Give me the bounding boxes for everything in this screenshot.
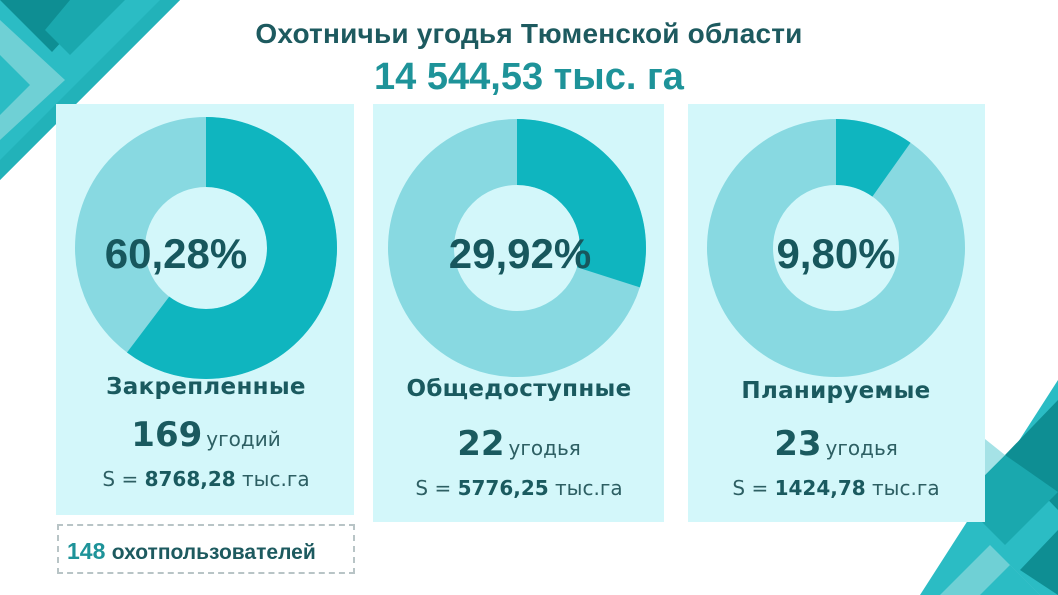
area-value: 1424,78 — [774, 476, 866, 500]
card-planned: 9,80% Планируемые 23 угодья S = 1424,78 т… — [688, 104, 985, 522]
area-unit: тыс.га — [555, 476, 623, 500]
card-assigned: 60,28% Закрепленные 169 угодий S = 8768,2… — [56, 104, 354, 515]
count-value: 23 — [774, 424, 822, 464]
decorative-corner-top-left — [0, 0, 180, 180]
area-value: 8768,28 — [144, 467, 236, 491]
donut-chart-assigned — [75, 117, 337, 379]
count-value: 22 — [457, 424, 505, 464]
percent-label: 29,92% — [448, 230, 592, 277]
count-value: 169 — [131, 415, 203, 455]
area-line: S = 8768,28 тыс.га — [56, 467, 356, 491]
percent-label: 60,28% — [104, 230, 248, 277]
total-area: 14 544,53 тыс. га — [374, 56, 684, 98]
area-unit: тыс.га — [872, 476, 940, 500]
count-unit: угодий — [206, 427, 281, 451]
page-title: Охотничьи угодья Тюменской области — [255, 18, 803, 49]
category-label: Общедоступные — [406, 376, 632, 402]
area-line: S = 1424,78 тыс.га — [686, 476, 986, 500]
hunting-users-label: охотпользователей — [111, 541, 316, 564]
count-line: 23 угодья — [686, 424, 986, 464]
count-line: 169 угодий — [56, 415, 356, 455]
card-public: 29,92% Общедоступные 22 угодья S = 5776,2… — [373, 104, 664, 522]
area-prefix: S = — [415, 476, 452, 500]
count-unit: угодья — [825, 436, 898, 460]
percent-label: 9,80% — [776, 230, 896, 277]
donut-chart-planned — [707, 119, 965, 377]
area-line: S = 5776,25 тыс.га — [369, 476, 669, 500]
area-prefix: S = — [732, 476, 769, 500]
category-label: Планируемые — [741, 378, 931, 404]
donut-chart-public — [388, 119, 646, 377]
area-unit: тыс.га — [242, 467, 310, 491]
hunting-users-count: 148 — [67, 538, 106, 564]
area-value: 5776,25 — [457, 476, 549, 500]
category-label: Закрепленные — [106, 374, 306, 400]
hunting-users-box: 148 охотпользователей — [57, 524, 355, 574]
count-line: 22 угодья — [369, 424, 669, 464]
area-prefix: S = — [102, 467, 139, 491]
count-unit: угодья — [508, 436, 581, 460]
